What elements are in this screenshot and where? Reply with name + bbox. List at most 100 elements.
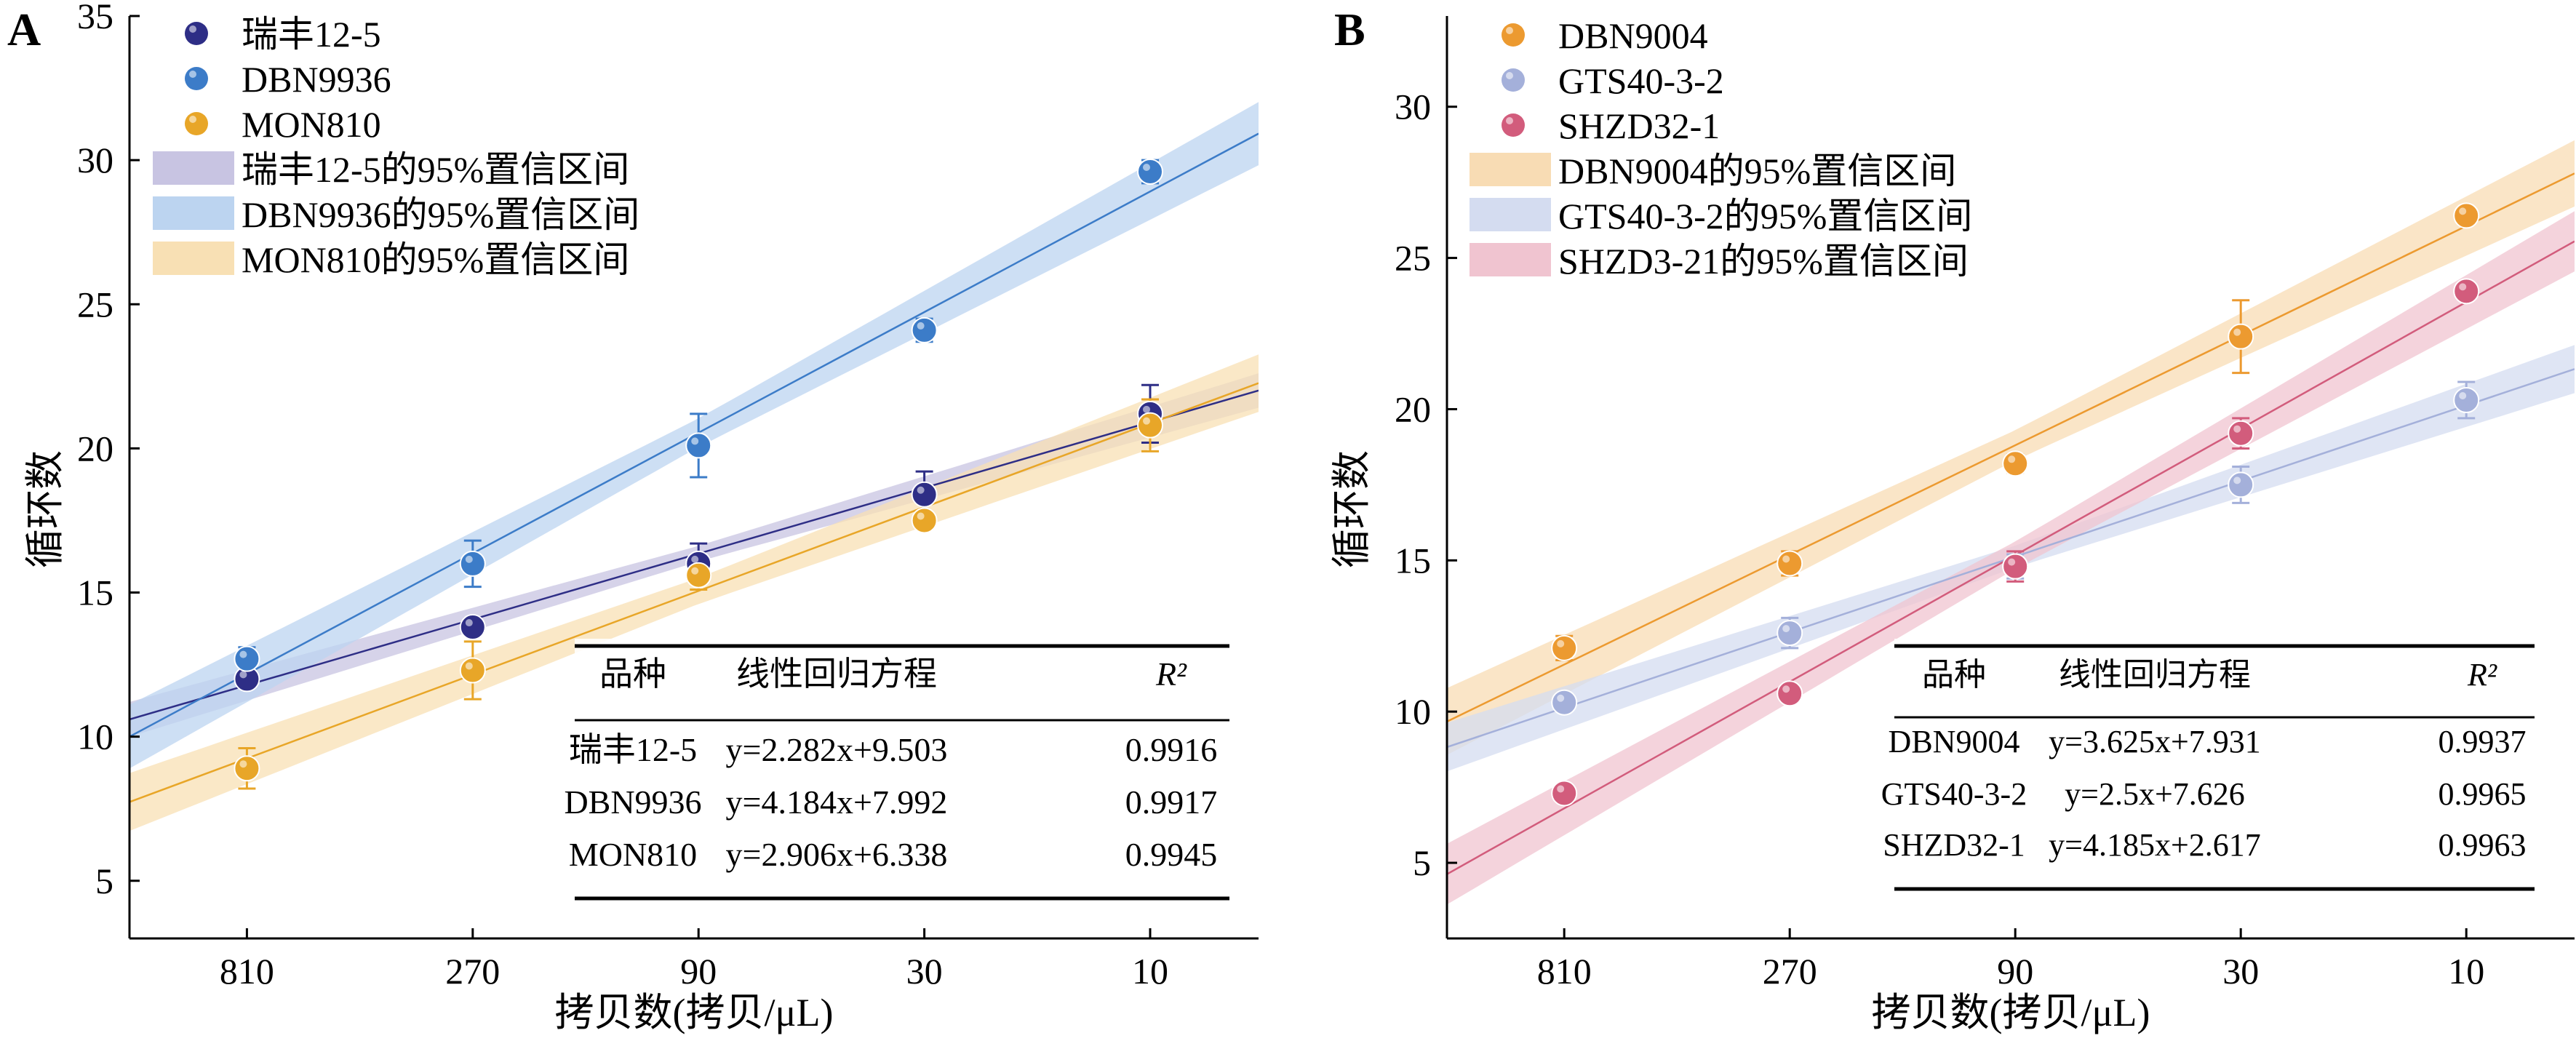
data-point <box>1777 550 1803 577</box>
table-cell: 瑞丰12-5 <box>569 731 697 768</box>
data-point <box>685 432 712 459</box>
y-tick-label: 5 <box>95 861 113 901</box>
data-point-highlight <box>239 650 247 658</box>
y-tick-label: 35 <box>77 0 113 36</box>
legend-entry: SHZD32-1 <box>1502 105 1720 146</box>
table-cell: 0.9965 <box>2439 776 2527 812</box>
y-axis-label: 循环数 <box>23 450 67 568</box>
x-tick-label: 810 <box>220 951 274 992</box>
legend: 瑞丰12-5DBN9936MON810瑞丰12-5的95%置信区间DBN9936… <box>153 14 639 280</box>
table-background <box>1894 639 2535 896</box>
table-cell: y=4.185x+2.617 <box>2049 827 2261 863</box>
legend-marker <box>185 67 208 90</box>
legend-entry: 瑞丰12-5 <box>185 14 381 55</box>
data-point <box>1137 158 1164 185</box>
table-background <box>575 639 1229 906</box>
data-point <box>2002 553 2029 580</box>
x-tick-label: 810 <box>1537 951 1592 992</box>
table-header: 线性回归方程 <box>2059 657 2251 693</box>
data-point-highlight <box>917 322 925 330</box>
legend-label: SHZD32-1 <box>1558 105 1720 146</box>
data-point <box>2228 420 2254 447</box>
table-cell: SHZD32-1 <box>1883 827 2025 863</box>
table-cell: y=3.625x+7.931 <box>2049 724 2261 759</box>
data-point-highlight <box>465 619 473 627</box>
table-cell: y=2.5x+7.626 <box>2065 776 2245 812</box>
panel-label: B <box>1334 4 1365 55</box>
data-point-highlight <box>239 671 247 679</box>
data-points <box>1551 202 2480 807</box>
data-point-highlight <box>1782 555 1790 563</box>
legend-label: DBN9936的95%置信区间 <box>242 194 639 235</box>
legend-label: MON810 <box>242 104 381 145</box>
legend-marker <box>185 22 208 45</box>
data-point <box>459 614 486 641</box>
y-tick-label: 5 <box>1413 842 1431 883</box>
data-point-highlight <box>1143 417 1151 425</box>
data-point <box>2228 471 2254 498</box>
data-point <box>2453 386 2480 413</box>
data-point-highlight <box>691 567 699 575</box>
data-point-highlight <box>1557 694 1565 702</box>
legend-marker <box>1502 68 1525 92</box>
legend-swatch <box>153 151 234 185</box>
table-cell: 0.9945 <box>1125 836 1218 873</box>
legend-swatch <box>1470 198 1551 231</box>
data-point-highlight <box>2459 283 2467 291</box>
x-tick-label: 90 <box>680 951 717 992</box>
data-point-highlight <box>2008 455 2016 463</box>
regression-table: 品种 线性回归方程 R² 瑞丰12-5 y=2.282x+9.503 0.9916 DBN9… <box>564 639 1229 906</box>
x-tick-label: 270 <box>445 951 500 992</box>
legend-entry: DBN9936的95%置信区间 <box>153 194 639 235</box>
legend-label: GTS40-3-2的95%置信区间 <box>1558 196 1972 236</box>
legend-marker <box>1502 113 1525 137</box>
legend-label: GTS40-3-2 <box>1558 60 1724 101</box>
y-tick-label: 20 <box>77 428 113 468</box>
legend-marker-highlight <box>1506 27 1513 34</box>
table-cell: y=2.906x+6.338 <box>726 836 948 873</box>
table-header: R² <box>2467 657 2497 693</box>
data-points <box>234 158 1164 782</box>
data-point-highlight <box>2233 425 2241 433</box>
data-point <box>911 481 938 508</box>
table-cell: y=2.282x+9.503 <box>726 731 948 768</box>
data-point-highlight <box>239 760 247 768</box>
legend-swatch <box>153 196 234 230</box>
legend-marker-highlight <box>189 25 196 33</box>
legend-marker-highlight <box>1506 72 1513 79</box>
table-cell: 0.9916 <box>1125 731 1218 768</box>
data-point <box>1777 620 1803 647</box>
x-tick-label: 30 <box>906 951 943 992</box>
x-tick-label: 30 <box>2222 951 2259 992</box>
data-point <box>685 562 712 589</box>
data-point-highlight <box>2233 476 2241 484</box>
fit-line-1 <box>1447 172 2575 722</box>
table-cell: 0.9917 <box>1125 783 1218 821</box>
y-tick-label: 10 <box>77 717 113 757</box>
legend-label: DBN9004 <box>1558 15 1708 56</box>
data-point <box>911 507 938 534</box>
x-tick-label: 10 <box>2448 951 2484 992</box>
data-point-highlight <box>2233 328 2241 336</box>
legend-marker <box>1502 23 1525 47</box>
y-tick-label: 25 <box>77 284 113 324</box>
axes: 5 10 15 20 25 30 35 810 270 90 30 10 <box>77 0 1259 992</box>
legend-swatch <box>1470 243 1551 276</box>
y-tick-label: 15 <box>1395 540 1431 581</box>
legend-label: 瑞丰12-5的95%置信区间 <box>242 149 629 190</box>
data-point-highlight <box>1143 405 1151 413</box>
legend-label: MON810的95%置信区间 <box>242 239 629 280</box>
data-point-highlight <box>1557 785 1565 793</box>
data-point <box>2453 278 2480 305</box>
legend-marker-highlight <box>1506 117 1513 124</box>
data-point <box>1551 689 1578 716</box>
data-point <box>1137 412 1164 439</box>
legend-entry: SHZD3-21的95%置信区间 <box>1470 241 1969 282</box>
legend-label: DBN9936 <box>242 59 391 100</box>
data-point <box>234 755 260 782</box>
table-cell: DBN9936 <box>564 783 701 821</box>
y-tick-label: 30 <box>1395 87 1431 127</box>
data-point <box>234 645 260 672</box>
legend-swatch <box>153 242 234 275</box>
